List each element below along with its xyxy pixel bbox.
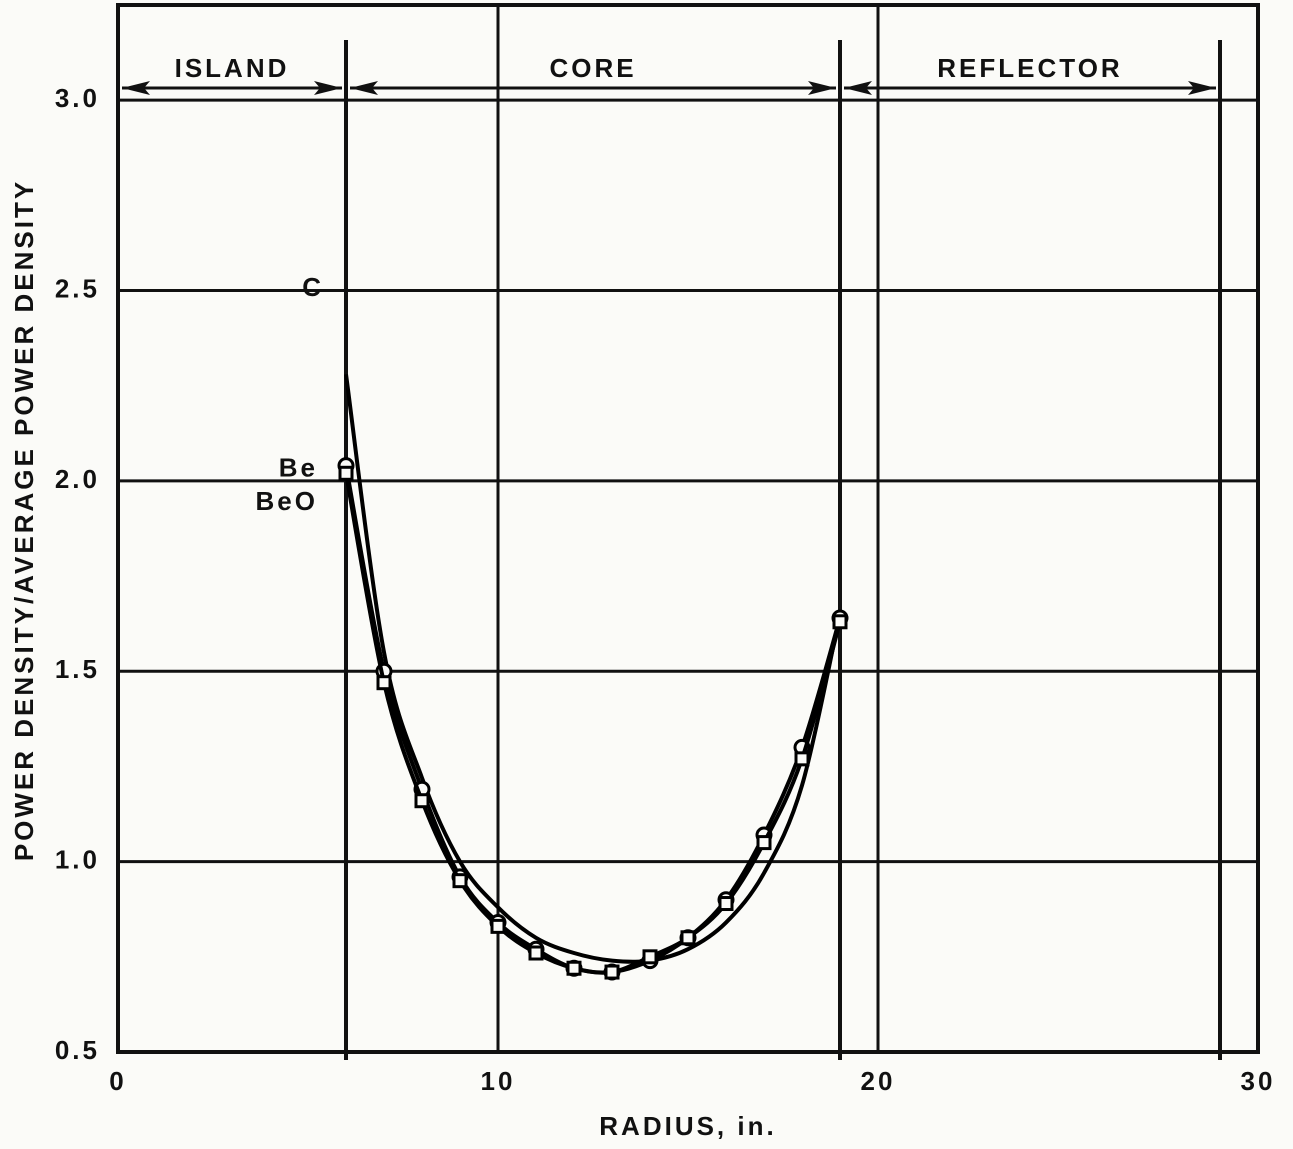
arrow-head [122, 81, 150, 95]
arrow-head [808, 81, 836, 95]
series-label: BeO [256, 486, 318, 516]
x-tick-label: 0 [109, 1066, 126, 1096]
region-label: REFLECTOR [937, 53, 1122, 83]
y-tick-label: 2.5 [55, 273, 100, 303]
plot-frame [116, 3, 1260, 1054]
point [604, 964, 620, 980]
series-line [344, 472, 842, 975]
arrow-head [350, 81, 378, 95]
x-axis-label: RADIUS, in. [599, 1111, 776, 1141]
arrow-head [1188, 81, 1216, 95]
series-line [344, 465, 842, 975]
point [490, 918, 506, 934]
point [414, 793, 430, 809]
point [718, 896, 734, 912]
point [338, 465, 354, 481]
x-tick-label: 10 [481, 1066, 516, 1096]
y-tick-label: 0.5 [55, 1035, 100, 1065]
label-bg [545, 52, 641, 86]
point [376, 675, 392, 691]
y-tick-label: 1.0 [55, 845, 100, 875]
point [794, 751, 810, 767]
point [452, 873, 468, 889]
y-axis-label: POWER DENSITY/AVERAGE POWER DENSITY [9, 179, 39, 861]
label-bg [164, 52, 300, 86]
region-label: CORE [549, 53, 636, 83]
point [528, 945, 544, 961]
arrow-head [844, 81, 872, 95]
y-tick-label: 1.5 [55, 654, 100, 684]
point [642, 949, 658, 965]
series-line [344, 374, 842, 964]
arrow-head [314, 81, 342, 95]
y-tick-label: 3.0 [55, 83, 100, 113]
x-tick-label: 30 [1241, 1066, 1276, 1096]
label-bg [932, 52, 1128, 86]
series-label: C [302, 272, 324, 302]
point [566, 960, 582, 976]
series-label: Be [279, 453, 318, 483]
x-tick-label: 20 [861, 1066, 896, 1096]
point [832, 614, 848, 630]
point [756, 835, 772, 851]
point [680, 930, 696, 946]
region-label: ISLAND [175, 53, 290, 83]
y-tick-label: 2.0 [55, 464, 100, 494]
